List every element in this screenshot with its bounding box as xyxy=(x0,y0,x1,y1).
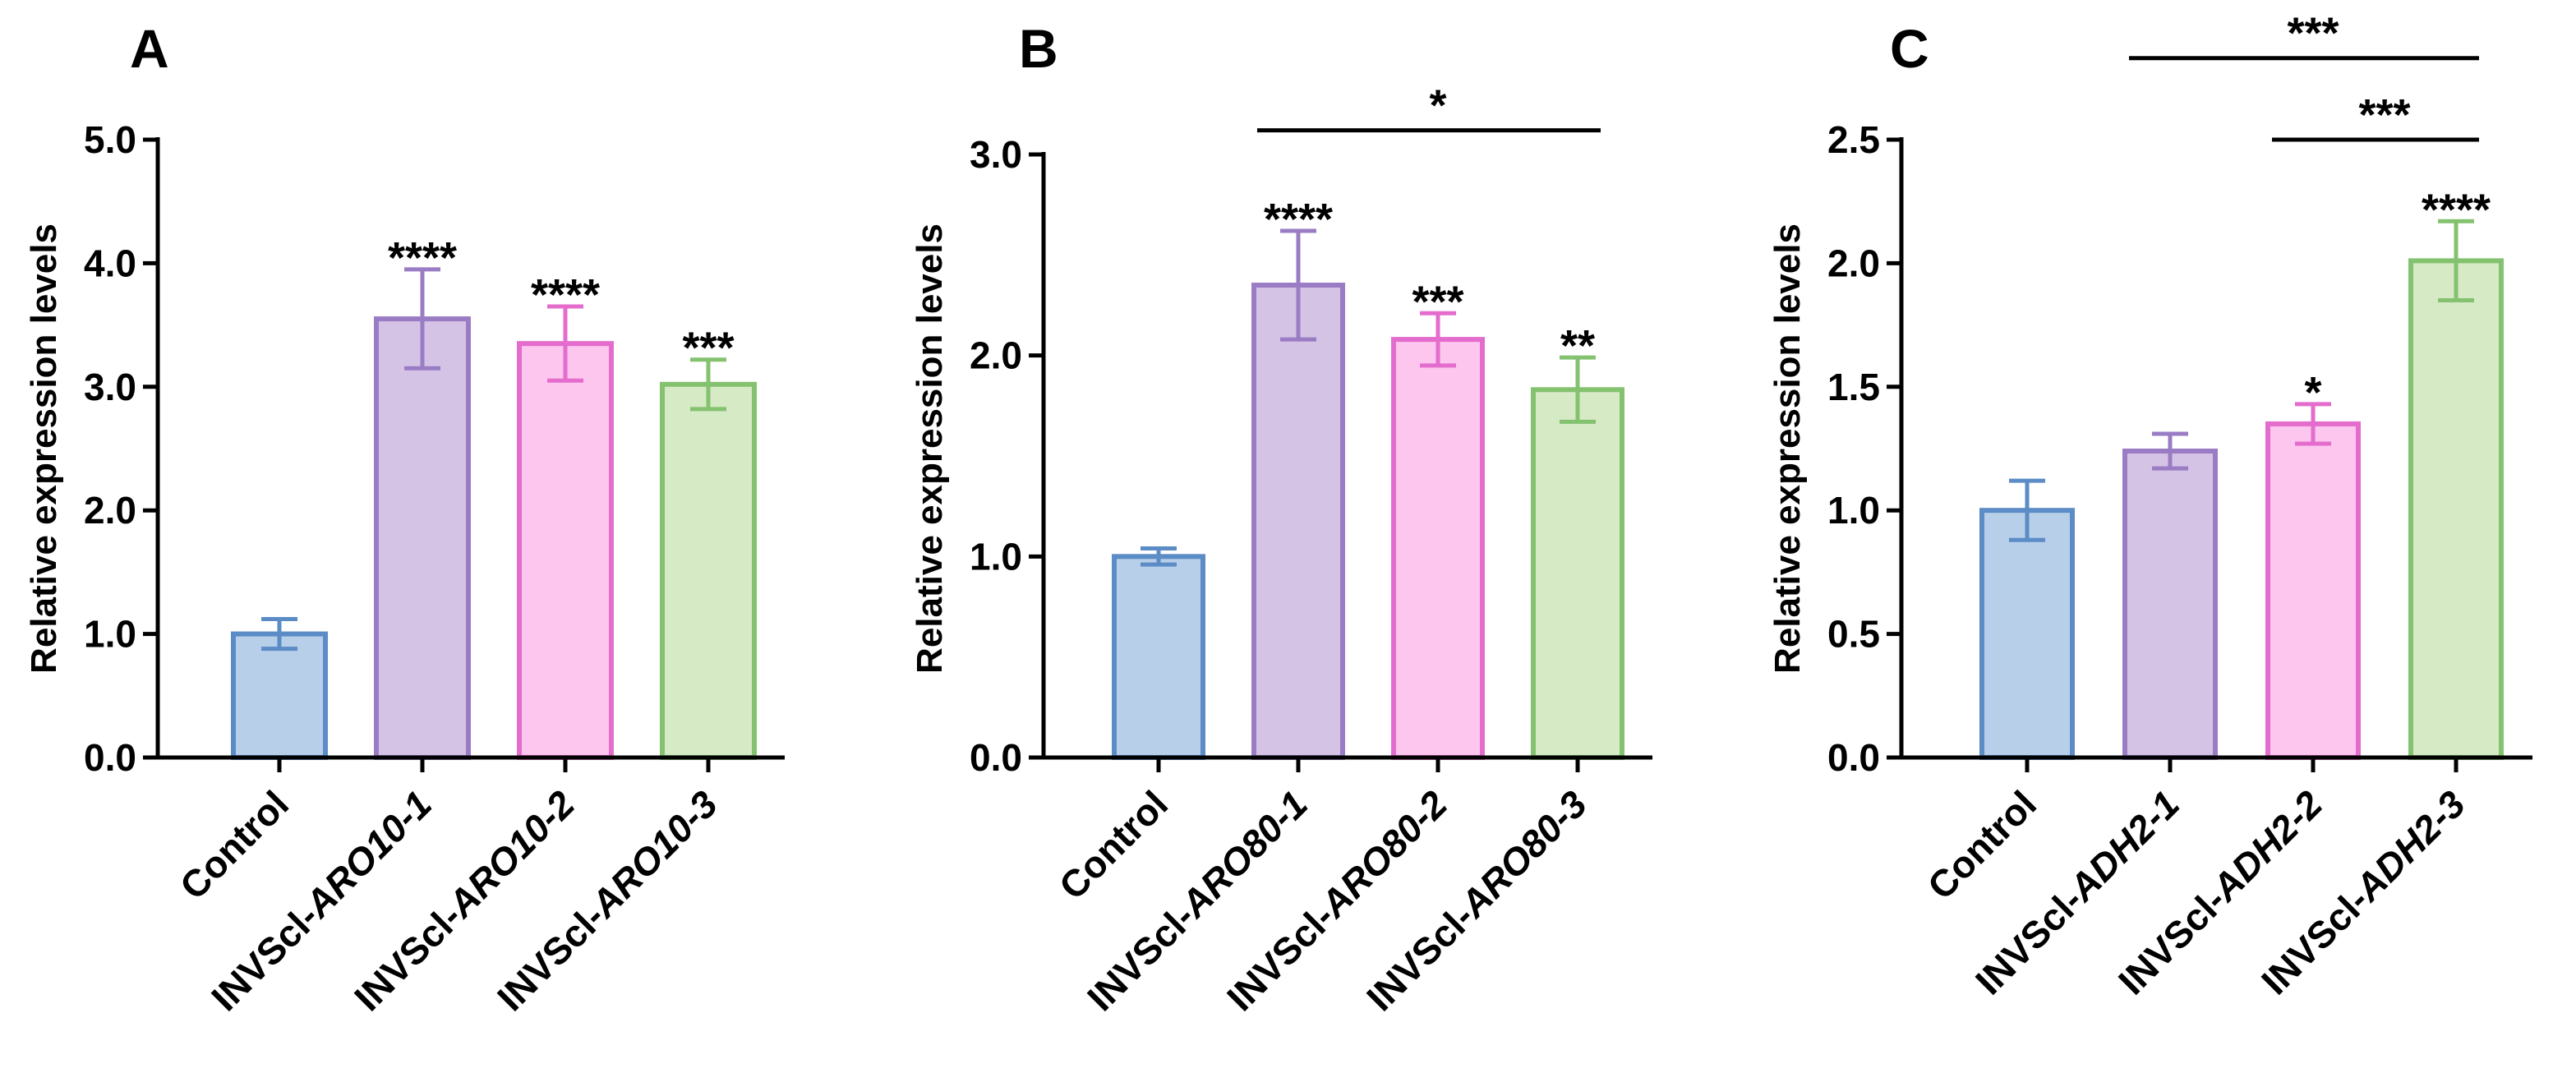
category-label-prefix: INVScl- xyxy=(1079,896,1203,1020)
y-tick-label: 5.0 xyxy=(84,118,136,161)
comparison-label: *** xyxy=(2287,9,2339,58)
category-label-prefix: INVScl- xyxy=(203,896,327,1020)
y-tick-label: 2.0 xyxy=(84,489,136,532)
significance-label: *** xyxy=(682,324,734,373)
category-label-gene: ARO10-3 xyxy=(582,782,726,926)
category-label-gene: ARO80-2 xyxy=(1311,782,1455,926)
bar xyxy=(2408,258,2504,760)
category-label-prefix: INVScl- xyxy=(2253,879,2377,1003)
y-tick-label: 3.0 xyxy=(84,366,136,408)
y-tick-label: 2.0 xyxy=(970,334,1022,377)
y-tick-label: 1.0 xyxy=(970,535,1022,578)
y-tick-label: 2.0 xyxy=(1827,242,1880,284)
panel-b: B Relative expression levels 0.0 1.0 2.0 3.… xyxy=(910,18,1652,1019)
category-label-gene: ARO80-1 xyxy=(1172,782,1316,926)
bar xyxy=(1251,283,1345,760)
y-tick-label: 0.0 xyxy=(970,736,1022,779)
category-label-gene: ADH2-1 xyxy=(2060,782,2187,910)
panel-b-y-axis-title: Relative expression levels xyxy=(910,223,950,674)
bar xyxy=(1979,508,2075,760)
significance-label: **** xyxy=(388,233,457,283)
significance-label: **** xyxy=(1264,195,1333,244)
y-tick-label: 0.0 xyxy=(1827,736,1880,779)
category-label: Control xyxy=(1051,782,1176,907)
significance-label: * xyxy=(2304,368,2321,417)
significance-label: **** xyxy=(2422,185,2491,234)
category-label-prefix: INVScl- xyxy=(1967,879,2091,1003)
comparison-label: *** xyxy=(2358,90,2410,140)
category-label-gene: ADH2-3 xyxy=(2346,782,2473,910)
bar xyxy=(231,631,328,760)
y-tick-label: 3.0 xyxy=(970,133,1022,176)
y-tick-label: 0.0 xyxy=(84,736,136,779)
y-tick-label: 0.5 xyxy=(1827,613,1880,656)
y-tick-label: 1.0 xyxy=(1827,489,1880,532)
panel-a-letter: A xyxy=(130,18,169,79)
panel-c-y-axis-title: Relative expression levels xyxy=(1767,223,1808,674)
bar xyxy=(1112,554,1205,760)
y-tick-label: 1.5 xyxy=(1827,366,1880,408)
y-tick-label: 2.5 xyxy=(1827,118,1880,161)
category-label-prefix: INVScl- xyxy=(1219,896,1343,1020)
category-label-prefix: Control xyxy=(1051,782,1176,907)
category-label-prefix: INVScl- xyxy=(489,896,613,1020)
bar xyxy=(517,341,614,760)
comparison-label: * xyxy=(1429,81,1446,131)
category-label-gene: ADH2-2 xyxy=(2203,782,2330,910)
bar xyxy=(1531,387,1624,760)
panel-b-letter: B xyxy=(1019,18,1058,79)
bar xyxy=(1391,337,1485,760)
y-tick-label: 1.0 xyxy=(84,613,136,656)
significance-label: ** xyxy=(1560,321,1595,371)
panel-c: C Relative expression levels 0.0 0.5 1.0 1.… xyxy=(1767,9,2532,1003)
panel-a: A Relative expression levels 0.0 1.0 2.0 3.… xyxy=(24,18,785,1019)
category-label-prefix: Control xyxy=(172,782,297,907)
category-label-prefix: INVScl- xyxy=(346,896,470,1020)
bar xyxy=(2265,421,2361,760)
category-label-gene: ARO10-1 xyxy=(296,782,440,926)
category-label-prefix: Control xyxy=(1919,782,2044,907)
bar xyxy=(660,381,757,760)
significance-label: **** xyxy=(531,270,600,320)
category-label: Control xyxy=(1919,782,2044,907)
bar xyxy=(2122,449,2218,760)
category-label-prefix: INVScl- xyxy=(2110,879,2234,1003)
category-label-gene: ARO80-3 xyxy=(1451,782,1595,926)
significance-label: *** xyxy=(1412,277,1463,326)
y-tick-label: 4.0 xyxy=(84,242,136,284)
panel-a-y-axis-title: Relative expression levels xyxy=(24,223,64,674)
category-label-gene: ARO10-2 xyxy=(439,782,583,926)
category-label-prefix: INVScl- xyxy=(1358,896,1482,1020)
category-label: Control xyxy=(172,782,297,907)
panel-c-letter: C xyxy=(1890,18,1929,79)
bar xyxy=(374,316,471,760)
